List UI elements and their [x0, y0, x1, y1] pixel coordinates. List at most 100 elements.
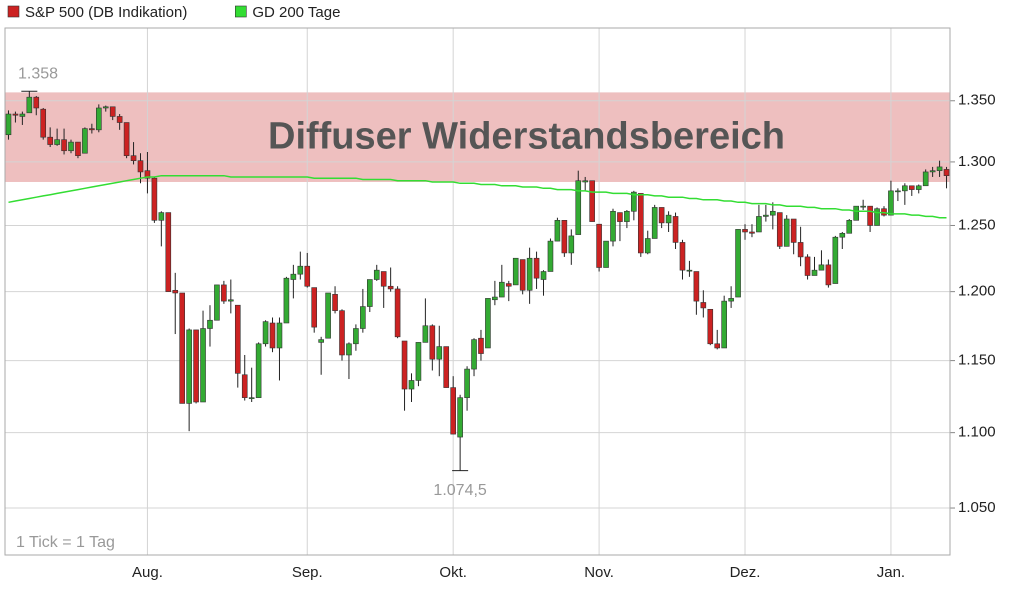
- candle-body: [339, 310, 345, 356]
- candle-body: [172, 289, 179, 294]
- candle-body: [471, 339, 477, 370]
- candle-body: [853, 205, 859, 221]
- candle-body: [631, 191, 637, 212]
- candle-body: [749, 231, 755, 234]
- x-tick-label: Okt.: [439, 564, 467, 581]
- candle-body: [575, 180, 582, 235]
- candle-body: [68, 141, 74, 152]
- candle-body: [804, 256, 811, 276]
- candle-body: [790, 218, 797, 243]
- candle-body: [776, 212, 783, 247]
- candle-body: [700, 302, 707, 309]
- candle-body: [262, 321, 269, 345]
- candle-body: [47, 136, 53, 145]
- candle-body: [735, 229, 741, 298]
- candle-body: [241, 374, 248, 398]
- candle-body: [457, 397, 463, 438]
- candle-body: [624, 210, 630, 222]
- candle-body: [429, 325, 436, 360]
- candle-body: [519, 259, 526, 291]
- candle-body: [109, 106, 116, 117]
- candle-body: [130, 155, 137, 161]
- candle-body: [26, 96, 33, 114]
- candle-body: [304, 265, 311, 287]
- candle-body: [394, 288, 401, 338]
- candle-body: [512, 257, 519, 286]
- candle-body: [846, 220, 853, 234]
- candle-body: [290, 273, 297, 280]
- candle-body: [19, 113, 26, 117]
- candle-body: [707, 308, 714, 345]
- candle-body: [895, 190, 901, 193]
- candle-body: [248, 397, 255, 399]
- candle-body: [540, 271, 547, 280]
- candle-body: [165, 212, 172, 292]
- x-tick-label: Aug.: [132, 564, 163, 581]
- plot-area: 1.050 1.100 1.150 1.200 1.250 1.300 1.350 Aug. S…: [4, 27, 996, 581]
- high-annotation: 1.358: [18, 65, 58, 82]
- candle-body: [325, 292, 331, 339]
- candle-body: [811, 269, 818, 276]
- candle-body: [756, 216, 762, 233]
- candle-body: [464, 368, 470, 398]
- candle-body: [75, 141, 81, 157]
- candle-body: [318, 339, 324, 343]
- y-tick-label: 1.100: [958, 424, 996, 441]
- candle-body: [269, 322, 276, 349]
- candle-body: [144, 170, 151, 179]
- candle-body: [721, 300, 727, 349]
- candle-body: [123, 122, 130, 157]
- candle-body: [672, 216, 679, 243]
- candle-body: [908, 185, 915, 190]
- legend-swatch: [235, 5, 247, 18]
- candle-body: [603, 240, 609, 268]
- candle-body: [311, 287, 318, 328]
- candle-body: [366, 279, 373, 307]
- y-tick-label: 1.350: [958, 92, 996, 109]
- x-tick-label: Jan.: [877, 564, 905, 581]
- candle-body: [610, 210, 616, 242]
- candle-body: [867, 205, 873, 226]
- candle-body: [228, 299, 234, 302]
- candle-body: [825, 264, 832, 286]
- candle-body: [547, 240, 554, 272]
- candle-body: [373, 269, 380, 280]
- candle-body: [783, 218, 790, 247]
- candle-body: [658, 207, 665, 224]
- candle-body: [401, 340, 408, 390]
- candle-body: [54, 139, 60, 145]
- candle-body: [415, 342, 422, 381]
- candle-body: [561, 220, 568, 254]
- candle-body: [96, 107, 102, 131]
- candle-body: [499, 281, 505, 298]
- y-tick-label: 1.200: [958, 283, 996, 300]
- candle-body: [283, 277, 290, 324]
- candle-body: [33, 96, 40, 109]
- candle-body: [526, 257, 533, 291]
- candle-body: [116, 116, 123, 123]
- candle-body: [582, 180, 589, 183]
- candle-body: [665, 214, 672, 224]
- moving-average-line: [8, 174, 947, 219]
- x-tick-label: Nov.: [584, 564, 614, 581]
- resistance-band: [5, 92, 950, 182]
- candle-body: [860, 205, 866, 208]
- tick-note: 1 Tick = 1 Tag: [16, 534, 115, 551]
- candle-body: [137, 160, 144, 173]
- candle-body: [929, 170, 936, 173]
- candle-body: [915, 185, 922, 190]
- candle-body: [533, 257, 540, 279]
- candle-body: [617, 212, 623, 222]
- candle-body: [151, 177, 158, 221]
- candle-body: [943, 169, 950, 176]
- candle-body: [686, 269, 693, 272]
- candle-body: [40, 108, 47, 138]
- candle-body: [360, 306, 366, 329]
- candle-body: [332, 294, 338, 311]
- candle-body: [443, 346, 450, 388]
- candle-body: [644, 238, 651, 254]
- band-label: Diffuser Widerstandsbereich: [268, 115, 785, 157]
- candle-body: [214, 284, 220, 321]
- candle-body: [922, 171, 929, 187]
- candle-body: [200, 328, 206, 403]
